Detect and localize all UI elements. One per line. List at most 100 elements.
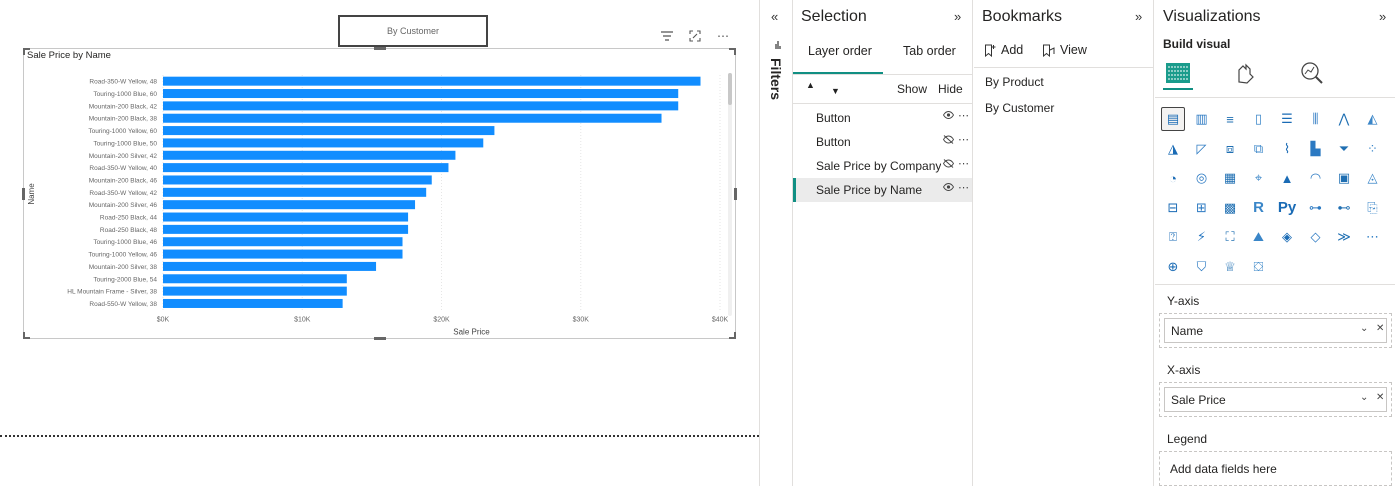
smart-narrative-icon[interactable]: ⚡ [1196,229,1207,244]
bar[interactable] [163,224,409,234]
100-stacked-column-icon[interactable]: ⫼ [1312,111,1319,126]
filters-pane-collapsed[interactable]: « Filters [759,0,793,486]
bar[interactable] [163,249,403,259]
qa-icon[interactable]: ⍰ [1169,229,1177,244]
bar[interactable] [163,187,427,197]
matrix-icon[interactable]: ▩ [1223,199,1237,215]
bar-chart-visual[interactable]: Sale Price by Name $0K $10K $20K $30K $40K Ro… [22,47,737,340]
scatter-chart-icon[interactable]: ⁘ [1367,140,1378,156]
filters-label[interactable]: Filters [768,58,784,101]
analytics-icon[interactable] [1297,58,1327,88]
x-axis-well[interactable]: Sale Price ⌄ ✕ [1159,382,1392,417]
layer-item[interactable]: Sale Price by Company... ⋯ [793,154,972,178]
100-stacked-bar-icon[interactable]: ☰ [1281,111,1293,126]
table-icon[interactable]: ⊞ [1196,199,1207,215]
more-visuals-icon[interactable]: ⋯ [1366,229,1379,244]
focus-mode-icon[interactable] [687,28,703,44]
bar[interactable] [163,163,449,173]
bar[interactable] [163,261,377,271]
line-stacked-column-icon[interactable]: ⧉ [1253,140,1264,156]
more-options-icon[interactable]: ⋯ [717,29,729,43]
stacked-bar-chart-icon[interactable]: ▤ [1161,107,1185,131]
paginated-report-icon[interactable]: ⎘ [1367,199,1378,215]
scrollbar-thumb[interactable] [728,73,732,105]
ribbon-chart-icon[interactable]: ⌇ [1283,140,1291,156]
bar[interactable] [163,175,432,185]
map-icon[interactable]: ⌖ [1254,170,1263,185]
100-stacked-area-icon[interactable]: ◸ [1196,140,1207,156]
remove-field-icon[interactable]: ✕ [1376,323,1385,334]
key-influencers-icon[interactable]: ⊶ [1309,199,1322,215]
waterfall-chart-icon[interactable]: ▙ [1310,140,1321,156]
bar[interactable] [163,237,403,247]
bar[interactable] [163,101,679,111]
remove-field-icon[interactable]: ✕ [1376,392,1385,403]
add-bookmark-button[interactable]: Add [984,43,1023,57]
eye-hidden-icon[interactable] [942,135,955,147]
more-options-icon[interactable]: ⋯ [958,134,969,146]
decomposition-tree-icon[interactable]: ⊷ [1337,199,1351,215]
donut-chart-icon[interactable]: ◎ [1195,170,1208,185]
pie-chart-icon[interactable]: ◔ [1169,170,1177,186]
clustered-column-chart-icon[interactable]: ▯ [1254,111,1263,126]
filter-icon[interactable] [659,28,675,44]
chevron-right-icon[interactable]: » [1379,9,1387,24]
eye-icon[interactable] [942,183,955,194]
bar[interactable] [163,150,456,160]
move-down-icon[interactable]: ▼ [831,86,840,96]
resize-handle-bottom[interactable] [374,337,386,340]
x-axis-field[interactable]: Sale Price ⌄ ✕ [1164,387,1387,412]
legend-well[interactable]: Add data fields here [1159,451,1392,486]
report-canvas[interactable]: By Customer ⋯ Sale Price by Name $0K $10K… [0,0,759,486]
bar-chart[interactable]: $0K $10K $20K $30K $40K Road-350-W Yellow, 48… [24,49,737,340]
arcgis-map-icon[interactable]: ⛰ [1253,229,1264,244]
move-up-icon[interactable]: ▲ [806,80,815,90]
funnel-chart-icon[interactable]: ⏷ [1338,140,1350,156]
format-visual-icon[interactable] [1231,58,1261,88]
eye-icon[interactable] [942,111,955,122]
bar[interactable] [163,113,662,123]
line-clustered-column-icon[interactable]: ⧈ [1225,140,1235,156]
y-axis-field[interactable]: Name ⌄ ✕ [1164,318,1387,343]
bookmark-item[interactable]: By Product [985,75,1044,89]
view-bookmark-button[interactable]: View [1042,43,1087,57]
y-axis-well[interactable]: Name ⌄ ✕ [1159,313,1392,348]
more-options-icon[interactable]: ⋯ [958,158,969,170]
tab-layer-order[interactable]: Layer order [808,44,872,58]
trophy-icon[interactable]: ♕ [1224,258,1236,274]
build-visual-icon[interactable] [1163,58,1193,88]
custom-visual-icon[interactable]: ⛋ [1253,258,1264,274]
stacked-column-chart-icon[interactable]: ▥ [1195,111,1208,126]
card-icon[interactable]: ▣ [1337,170,1351,185]
chevron-right-icon[interactable]: » [954,9,962,24]
slicer-icon[interactable]: ⊟ [1167,199,1179,215]
resize-corner[interactable] [729,48,736,55]
resize-corner[interactable] [23,48,30,55]
metrics-icon[interactable]: ⛶ [1225,229,1235,244]
resize-corner[interactable] [729,332,736,339]
tab-tab-order[interactable]: Tab order [903,44,956,58]
get-more-visuals-icon[interactable]: ⊕ [1167,258,1179,274]
line-chart-icon[interactable]: ⋀ [1338,111,1350,126]
chevron-right-icon[interactable]: » [1135,9,1143,24]
gauge-icon[interactable]: ◠ [1309,170,1322,185]
bar[interactable] [163,212,409,222]
show-all-button[interactable]: Show [897,82,928,96]
shape-map-icon[interactable]: ⛉ [1196,258,1207,274]
bookmark-item[interactable]: By Customer [985,101,1055,115]
layer-item[interactable]: Button ⋯ [793,130,972,154]
chevron-down-icon[interactable]: ⌄ [1360,323,1369,334]
power-automate-flow-icon[interactable]: ≫ [1337,229,1351,244]
bar[interactable] [163,274,347,284]
resize-handle-left[interactable] [22,188,25,200]
more-options-icon[interactable]: ⋯ [958,182,969,194]
layer-item[interactable]: Button ⋯ [793,106,972,130]
bar[interactable] [163,298,343,308]
chevron-down-icon[interactable]: ⌄ [1360,392,1369,403]
bar[interactable] [163,138,484,148]
filled-map-icon[interactable]: ▲ [1280,170,1294,186]
by-customer-button[interactable]: By Customer [338,15,488,47]
eye-hidden-icon[interactable] [942,159,955,171]
bar[interactable] [163,200,416,210]
bar[interactable] [163,76,701,86]
